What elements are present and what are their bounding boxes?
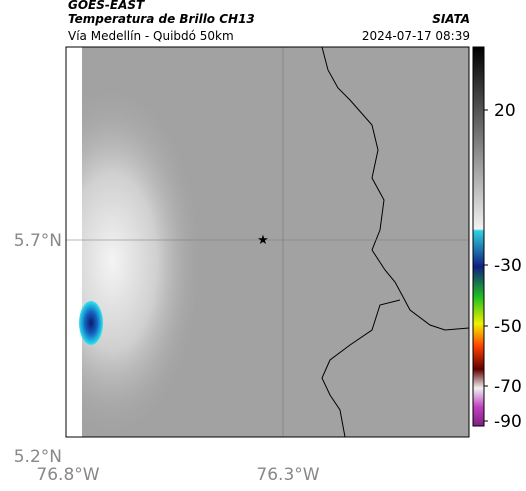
colorbar — [472, 46, 485, 427]
border — [321, 46, 470, 331]
colorbar-label: -30 — [494, 256, 522, 276]
lat-label: 5.2°N — [14, 447, 62, 467]
region: Vía Medellín - Quibdó 50km — [68, 29, 234, 43]
location-star: ★ — [257, 233, 269, 248]
lon-label: 76.3°W — [256, 465, 319, 485]
colorbar-label: -90 — [494, 412, 522, 432]
map: ★ — [65, 46, 470, 438]
product: Temperatura de Brillo CH13 — [68, 12, 255, 26]
colorbar-label: -50 — [494, 317, 522, 337]
lon-label: 76.8°W — [36, 465, 99, 485]
lat-label: 5.7°N — [14, 231, 62, 251]
agency: SIATA — [432, 12, 470, 26]
border — [321, 299, 401, 438]
colorbar-label: -70 — [494, 377, 522, 397]
timestamp: 2024-07-17 08:39 — [362, 29, 470, 43]
colorbar-label: 20 — [494, 101, 516, 121]
warm-area — [82, 47, 282, 437]
colorbar-ticks: 20 -30 -50 -70 -90 — [484, 101, 522, 432]
map-border — [65, 46, 470, 438]
cold-cloud — [79, 301, 103, 345]
source: GOES-EAST — [68, 0, 145, 12]
